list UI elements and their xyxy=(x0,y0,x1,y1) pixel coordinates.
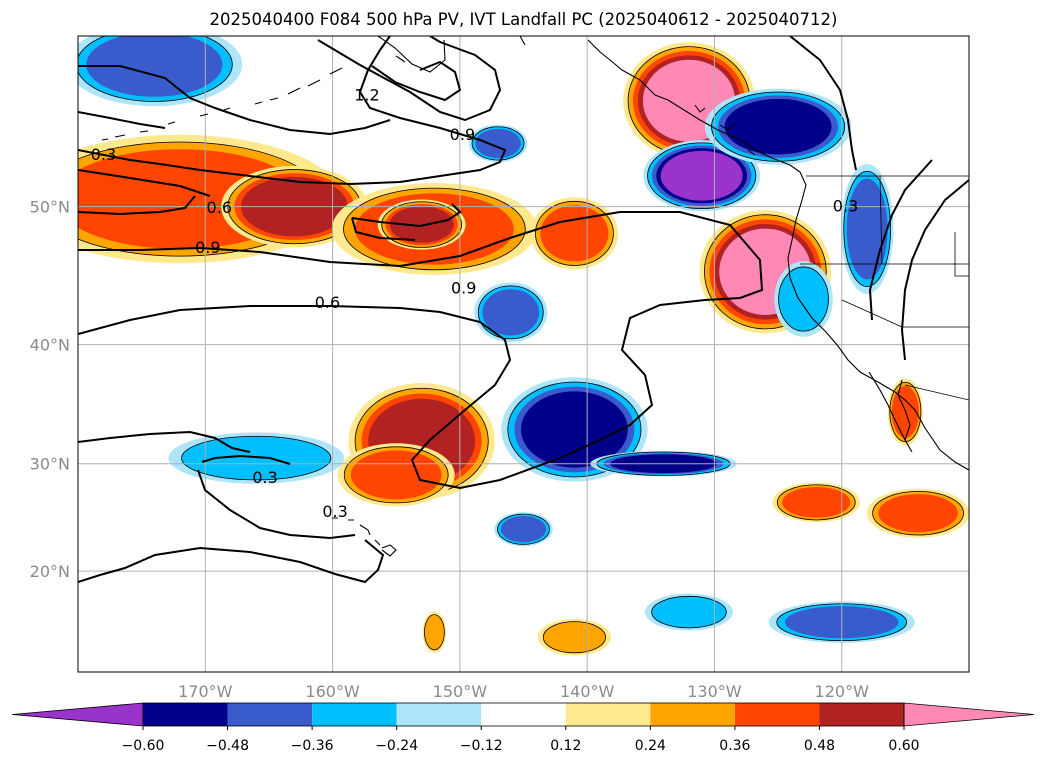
lon-tick-label: 150°W xyxy=(433,682,488,701)
colorbar-segment xyxy=(312,703,397,726)
anomaly-fill xyxy=(500,516,547,543)
colorbar-tick-label: 0.48 xyxy=(804,738,835,754)
colorbar-tick-label: −0.48 xyxy=(206,738,249,754)
colorbar-tick-label: 0.12 xyxy=(550,738,581,754)
lon-tick-label: 170°W xyxy=(178,682,233,701)
anomaly-fill xyxy=(542,621,606,654)
coastlines xyxy=(101,36,969,557)
lon-tick-label: 120°W xyxy=(815,682,870,701)
axis-tick-labels: 20°N 30°N 40°N 50°N 170°W 160°W 150°W 140°W 130°… xyxy=(30,198,869,701)
colorbar-segment xyxy=(819,703,904,726)
ivt-anomaly-fill xyxy=(78,36,969,656)
pv-contour-lines xyxy=(78,36,969,584)
colorbar-tick-label: −0.60 xyxy=(122,738,165,754)
colorbar-extend-low xyxy=(11,702,144,727)
contour-label: 0.3 xyxy=(322,502,347,521)
anomaly-fill xyxy=(350,450,442,500)
contour-0.6-north xyxy=(78,36,507,186)
colorbar-extend-high xyxy=(903,702,1035,727)
state-borders xyxy=(800,175,969,401)
contour-label: 0.3 xyxy=(833,197,858,216)
anomaly-fill xyxy=(724,98,832,155)
colorbar-tick-label: −0.12 xyxy=(460,738,503,754)
colorbar-segment xyxy=(227,703,313,726)
lon-tick-label: 130°W xyxy=(687,682,742,701)
alaska-coast xyxy=(377,36,526,73)
anomaly-fill xyxy=(782,486,851,518)
lat-lon-gridlines xyxy=(78,36,969,672)
lat-tick-label: 30°N xyxy=(30,455,70,474)
hawaiian-islands xyxy=(332,517,397,557)
contour-labels: 0.3 0.6 0.9 1.2 0.9 0.9 0.6 0.3 0.3 0.3 xyxy=(91,85,859,521)
contour-label: 0.3 xyxy=(91,145,116,164)
aleutian-islands xyxy=(101,67,343,141)
contour-label: 0.9 xyxy=(450,125,475,144)
contour-0.9-south xyxy=(351,203,462,241)
anomaly-fill xyxy=(878,494,958,533)
anomaly-fill xyxy=(475,128,521,158)
lon-tick-label: 160°W xyxy=(305,682,360,701)
map-frame xyxy=(77,35,970,673)
baja-peninsula xyxy=(868,371,913,453)
anomaly-fill xyxy=(540,205,609,262)
chart-title: 2025040400 F084 500 hPa PV, IVT Landfall… xyxy=(209,10,838,29)
anomaly-fill xyxy=(651,595,727,629)
colorbar-segment xyxy=(565,703,651,726)
haida-gwaii-islands xyxy=(694,104,756,156)
lat-tick-label: 40°N xyxy=(30,336,70,355)
contour-0.3-south xyxy=(78,430,385,584)
anomaly-fill xyxy=(86,36,223,97)
contour-0.6-mid xyxy=(78,211,764,490)
colorbar-tick-label: −0.24 xyxy=(375,738,418,754)
contour-1.2-peak xyxy=(371,60,462,102)
lat-tick-label: 50°N xyxy=(30,198,70,217)
contour-label: 0.3 xyxy=(252,468,277,487)
colorbar-tick-label: 0.36 xyxy=(719,738,750,754)
colorbar: −0.60 −0.48 −0.36 −0.24 −0.12 0.12 0.24 0.36 0.4… xyxy=(11,702,1035,754)
lon-tick-label: 140°W xyxy=(560,682,615,701)
contour-0.6-east xyxy=(900,179,969,361)
contour-label: 0.9 xyxy=(195,238,220,257)
colorbar-segment xyxy=(481,703,566,726)
colorbar-outline xyxy=(142,702,905,727)
contour-0.9-ring xyxy=(78,36,502,216)
contour-label: 1.2 xyxy=(354,85,379,104)
anomaly-fill xyxy=(520,391,628,468)
anomaly-fill xyxy=(482,289,540,336)
lat-tick-label: 20°N xyxy=(30,562,70,581)
anomaly-fill xyxy=(778,266,829,332)
anomaly-fill xyxy=(846,178,888,280)
contour-label: 0.9 xyxy=(451,278,476,297)
colorbar-tick-label: 0.60 xyxy=(888,738,919,754)
colorbar-segment xyxy=(396,703,482,726)
contour-0.3-coastal xyxy=(789,36,933,321)
colorbar-tick-label: 0.24 xyxy=(635,738,666,754)
colorbar-segment xyxy=(143,703,228,726)
colorbar-tick-label: −0.36 xyxy=(291,738,334,754)
contour-0.3-north xyxy=(78,65,391,136)
anomaly-fill xyxy=(424,614,445,651)
contour-label: 0.6 xyxy=(207,198,232,217)
anomaly-fill xyxy=(389,206,454,243)
colorbar-segment xyxy=(650,703,735,726)
anomaly-fill xyxy=(660,150,743,201)
contour-label: 0.6 xyxy=(315,293,340,312)
colorbar-segment xyxy=(734,703,820,726)
